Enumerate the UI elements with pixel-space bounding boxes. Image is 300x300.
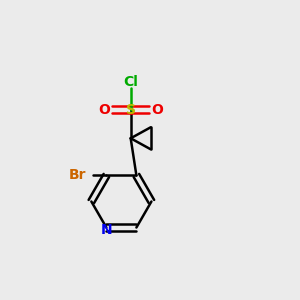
Text: Cl: Cl <box>123 75 138 89</box>
Text: S: S <box>126 103 136 117</box>
Text: O: O <box>98 103 110 117</box>
Text: Br: Br <box>69 169 86 182</box>
Text: O: O <box>152 103 163 117</box>
Text: N: N <box>100 224 112 237</box>
